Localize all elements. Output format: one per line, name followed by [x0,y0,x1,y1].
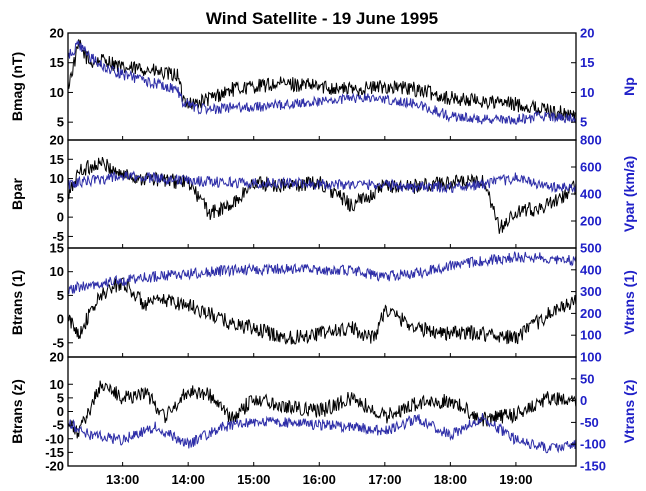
right-tick-label: 800 [580,133,602,148]
series-line-right-1 [67,39,577,126]
right-axis-label: Np [621,77,637,96]
left-tick-label: 5 [57,390,64,405]
x-tick-label: 19:00 [499,472,532,487]
left-tick-label: 0 [57,210,64,225]
left-axis-label: Btrans (z) [9,379,25,444]
left-tick-label: 10 [50,264,64,279]
left-tick-label: -5 [52,418,64,433]
left-tick-label: -20 [45,459,64,474]
left-tick-label: 0 [57,404,64,419]
left-tick-label: 0 [57,312,64,327]
left-tick-label: -5 [52,335,64,350]
left-axis-label: Bpar [9,178,25,210]
right-tick-label: 200 [580,214,602,229]
left-axis-label: Btrans (1) [9,270,25,335]
right-tick-label: 400 [580,187,602,202]
left-tick-label: 5 [57,115,64,130]
right-tick-label: -100 [580,437,606,452]
left-axis-label: Bmag (nT) [9,52,25,121]
right-tick-label: -150 [580,459,606,474]
left-tick-label: 15 [50,241,64,256]
right-tick-label: 400 [580,262,602,277]
x-tick-label: 17:00 [368,472,401,487]
series-line-left-4 [67,380,577,439]
series-line-left-3 [67,277,577,345]
x-tick-label: 18:00 [434,472,467,487]
series-line-left-1 [67,39,577,122]
left-tick-label: 10 [50,85,64,100]
x-tick-label: 16:00 [303,472,336,487]
series-line-right-4 [67,413,577,454]
right-tick-label: 500 [580,241,602,256]
left-tick-label: 20 [50,350,64,365]
right-tick-label: 0 [580,393,587,408]
right-tick-label: 100 [580,350,602,365]
chart-title: Wind Satellite - 19 June 1995 [206,9,438,28]
left-tick-label: -5 [52,229,64,244]
left-tick-label: 10 [50,171,64,186]
right-axis-label: Vtrans (z) [621,380,637,444]
right-tick-label: 10 [580,85,594,100]
x-tick-label: 13:00 [106,472,139,487]
x-tick-label: 15:00 [237,472,270,487]
series-line-left-2 [67,156,577,234]
right-tick-label: 50 [580,371,594,386]
left-tick-label: -10 [45,431,64,446]
left-tick-label: 20 [50,133,64,148]
left-tick-label: 5 [57,190,64,205]
left-tick-label: -15 [45,445,64,460]
right-axis-label: Vtrans (1) [621,270,637,335]
right-tick-label: 20 [580,26,594,41]
right-tick-label: -50 [580,415,599,430]
right-tick-label: 100 [580,328,602,343]
left-tick-label: 10 [50,377,64,392]
right-tick-label: 200 [580,306,602,321]
right-tick-label: 600 [580,160,602,175]
left-tick-label: 15 [50,152,64,167]
right-tick-label: 5 [580,115,587,130]
series-line-right-2 [67,170,577,194]
left-tick-label: 5 [57,288,64,303]
right-tick-label: 300 [580,284,602,299]
right-axis-label: Vpar (km/a) [621,156,637,232]
left-tick-label: 15 [50,55,64,70]
x-tick-label: 14:00 [172,472,205,487]
right-tick-label: 15 [580,55,594,70]
left-tick-label: 20 [50,26,64,41]
panel-frame-1 [67,32,577,141]
series-line-right-3 [67,251,577,295]
